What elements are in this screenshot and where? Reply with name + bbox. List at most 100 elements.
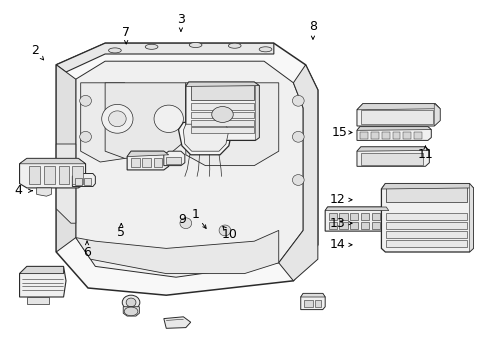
Polygon shape [56, 43, 317, 295]
Text: 10: 10 [222, 228, 237, 240]
Bar [360, 132, 367, 139]
Bar [190, 127, 254, 133]
Polygon shape [356, 147, 428, 166]
Ellipse shape [80, 175, 91, 185]
Bar [386, 222, 466, 229]
Ellipse shape [228, 43, 241, 48]
Ellipse shape [145, 44, 158, 49]
Polygon shape [27, 297, 49, 304]
Text: 7: 7 [122, 26, 130, 39]
Ellipse shape [108, 48, 121, 53]
Bar [403, 132, 410, 139]
Polygon shape [20, 266, 63, 274]
Bar [328, 213, 336, 220]
Text: 12: 12 [329, 193, 345, 206]
Bar [75, 178, 82, 185]
Bar [166, 157, 181, 164]
Polygon shape [356, 127, 430, 130]
Text: 15: 15 [331, 126, 347, 139]
Polygon shape [325, 207, 388, 211]
Bar [72, 166, 83, 184]
Bar [131, 158, 140, 167]
Ellipse shape [292, 175, 304, 185]
Bar [44, 166, 55, 184]
Bar [360, 213, 368, 220]
Polygon shape [127, 151, 168, 170]
Bar [339, 213, 347, 220]
Polygon shape [20, 266, 66, 297]
Bar [190, 120, 254, 126]
Polygon shape [72, 174, 95, 186]
Ellipse shape [292, 131, 304, 142]
Text: 2: 2 [31, 44, 39, 57]
Bar [315, 300, 321, 307]
Bar [413, 132, 421, 139]
Text: 6: 6 [83, 246, 91, 258]
Bar [153, 158, 162, 167]
Bar [392, 132, 400, 139]
Polygon shape [123, 307, 139, 316]
Bar [360, 110, 432, 124]
Polygon shape [37, 188, 51, 196]
Bar [29, 166, 40, 184]
Bar [304, 300, 312, 307]
Polygon shape [255, 86, 259, 140]
Text: 1: 1 [191, 208, 199, 221]
Polygon shape [20, 158, 85, 164]
Polygon shape [105, 83, 185, 158]
Polygon shape [356, 104, 439, 110]
Bar [360, 222, 368, 229]
Bar [142, 158, 151, 167]
Polygon shape [163, 151, 184, 166]
Bar [84, 178, 91, 185]
Polygon shape [381, 184, 472, 189]
Ellipse shape [102, 104, 133, 133]
Ellipse shape [211, 107, 233, 122]
Bar [190, 85, 254, 100]
Polygon shape [20, 158, 85, 188]
Bar [386, 231, 466, 238]
Bar [360, 153, 423, 165]
Polygon shape [185, 82, 259, 140]
Bar [349, 222, 358, 229]
Bar [190, 112, 254, 118]
Polygon shape [356, 104, 439, 126]
Ellipse shape [219, 225, 230, 236]
Text: 13: 13 [329, 217, 345, 230]
Polygon shape [356, 127, 430, 140]
Bar [371, 213, 379, 220]
Text: 9: 9 [178, 213, 185, 226]
Polygon shape [56, 144, 76, 223]
Bar [386, 186, 466, 202]
Bar [349, 213, 358, 220]
Polygon shape [185, 82, 259, 86]
Text: 8: 8 [308, 21, 316, 33]
Ellipse shape [108, 111, 126, 127]
Bar [339, 222, 347, 229]
Ellipse shape [122, 295, 140, 310]
Bar [381, 132, 389, 139]
Polygon shape [278, 65, 317, 281]
Ellipse shape [80, 131, 91, 142]
Ellipse shape [154, 105, 183, 132]
Bar [386, 213, 466, 220]
Text: 14: 14 [329, 238, 345, 251]
Bar [190, 103, 254, 110]
Polygon shape [300, 293, 325, 310]
Polygon shape [433, 104, 439, 126]
Polygon shape [381, 184, 472, 252]
Ellipse shape [292, 95, 304, 106]
Bar [370, 132, 378, 139]
Polygon shape [183, 124, 228, 151]
Polygon shape [81, 83, 124, 162]
Polygon shape [178, 122, 232, 155]
Bar [328, 222, 336, 229]
Ellipse shape [126, 298, 136, 307]
Polygon shape [127, 151, 168, 157]
Text: 4: 4 [15, 184, 22, 197]
Polygon shape [56, 43, 273, 72]
Polygon shape [300, 293, 325, 297]
Ellipse shape [80, 95, 91, 106]
Polygon shape [76, 230, 278, 274]
Text: 5: 5 [117, 226, 125, 239]
